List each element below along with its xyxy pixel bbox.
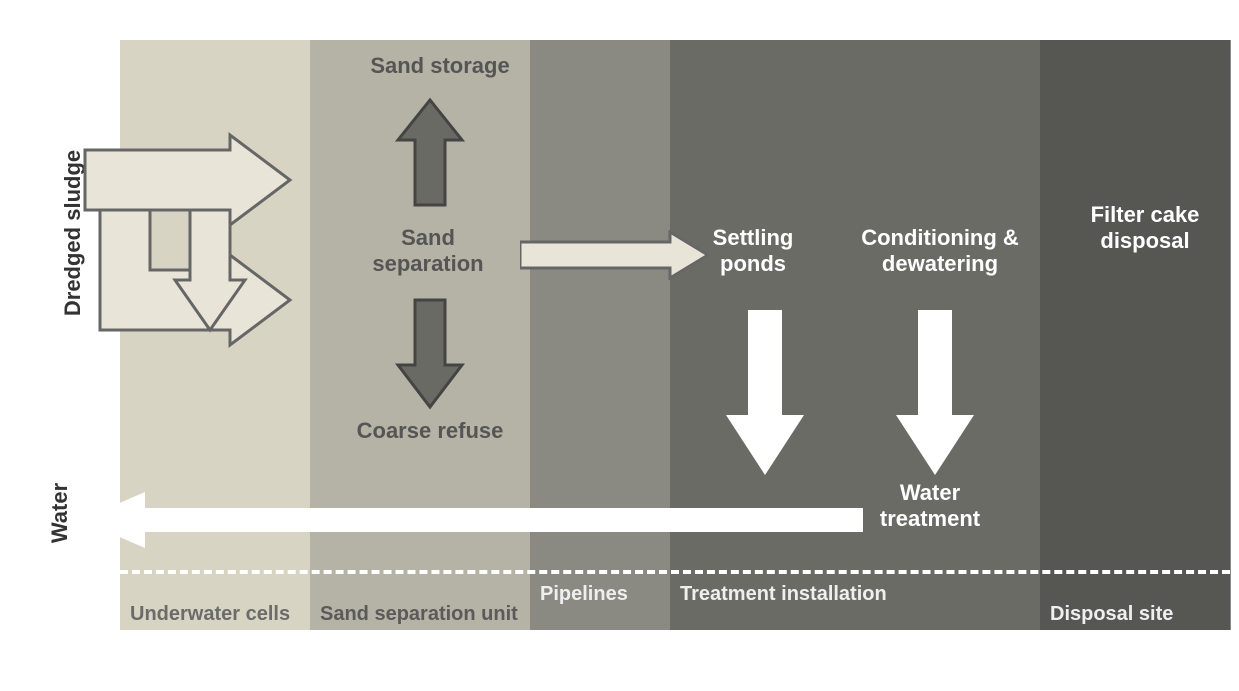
arrow-left-water-out xyxy=(75,490,865,550)
node-conditioning: Conditioning & dewatering xyxy=(840,225,1040,278)
arrow-down-conditioning-to-water xyxy=(890,310,980,480)
node-sand-storage: Sand storage xyxy=(360,53,520,79)
node-settling-ponds: Settling ponds xyxy=(688,225,818,278)
process-flow-diagram: Underwater cells Sand separation unit Pi… xyxy=(20,20,1239,671)
arrow-right-to-settling xyxy=(520,230,710,280)
node-sand-separation: Sand separation xyxy=(348,225,508,278)
footer-disposal-site: Disposal site xyxy=(1050,602,1220,626)
node-filter-cake: Filter cake disposal xyxy=(1070,202,1220,255)
input-label-water: Water xyxy=(47,483,73,543)
col-disposal-site xyxy=(1040,40,1231,630)
footer-separator xyxy=(120,570,1230,574)
arrow-down-settling-to-water xyxy=(720,310,810,480)
node-water-treatment: Water treatment xyxy=(850,480,1010,533)
arrow-down-coarse-refuse xyxy=(390,295,470,415)
footer-pipelines: Pipelines xyxy=(540,582,660,606)
arrow-sludge-in xyxy=(80,130,340,360)
node-coarse-refuse: Coarse refuse xyxy=(345,418,515,444)
arrow-up-sand-storage xyxy=(390,95,470,215)
footer-treatment-installation: Treatment installation xyxy=(680,582,1030,606)
footer-underwater-cells: Underwater cells xyxy=(130,602,300,626)
footer-sand-separation-unit: Sand separation unit xyxy=(320,602,520,626)
